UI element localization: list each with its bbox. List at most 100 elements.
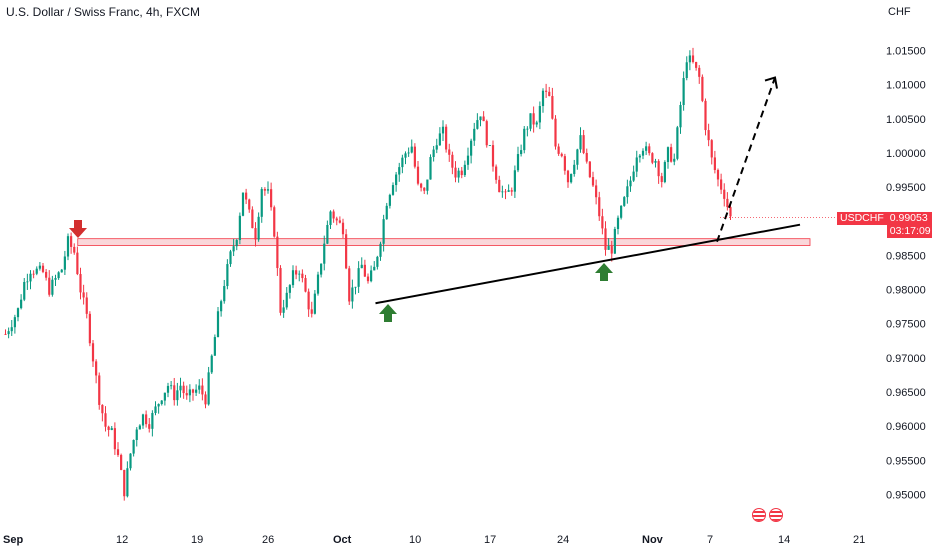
candle-body	[301, 273, 304, 279]
candle-body	[532, 113, 535, 125]
candle-body	[454, 167, 457, 178]
candle-body	[663, 162, 666, 183]
candle-body	[113, 428, 116, 450]
y-tick-label: 1.00000	[886, 148, 926, 160]
candle-body	[360, 264, 363, 269]
candle-body	[76, 252, 79, 275]
support-zone	[77, 238, 811, 246]
candle-body	[207, 372, 210, 405]
candle-body	[432, 149, 435, 158]
candle-body	[688, 55, 691, 63]
candle-body	[538, 106, 541, 123]
candle-body	[610, 246, 613, 254]
candle-body	[316, 274, 320, 294]
candle-body	[201, 385, 204, 395]
candle-body	[157, 404, 160, 407]
candle-body	[254, 228, 257, 240]
candle-body	[38, 265, 41, 269]
x-tick-label: 19	[191, 534, 203, 546]
candle-body	[438, 133, 441, 146]
candle-body	[648, 146, 651, 154]
candle-body	[198, 385, 201, 390]
candle-body	[491, 145, 495, 167]
candle-body	[170, 385, 173, 387]
candle-body	[476, 120, 479, 129]
candle-body	[488, 145, 491, 146]
candle-body	[670, 147, 673, 162]
us-flag-icon[interactable]	[752, 508, 766, 522]
candle-body	[654, 161, 657, 163]
candle-body	[676, 127, 679, 159]
candle-body	[416, 166, 420, 184]
candle-body	[354, 286, 357, 288]
candle-body	[626, 186, 629, 198]
candle-body	[520, 150, 523, 155]
candle-body	[41, 265, 45, 272]
drawings-layer	[69, 76, 837, 322]
candle-body	[95, 361, 98, 376]
y-tick-label: 0.96000	[886, 421, 926, 433]
candle-body	[466, 155, 470, 165]
candle-body	[526, 128, 529, 130]
candle-body	[426, 179, 429, 191]
candle-body	[701, 76, 704, 101]
candle-body	[13, 317, 16, 328]
candle-body	[516, 154, 520, 171]
candle-body	[182, 385, 185, 394]
candle-body	[420, 183, 423, 188]
x-tick-label: Oct	[333, 534, 352, 546]
candle-body	[729, 207, 732, 217]
candle-body	[104, 413, 107, 427]
last-price-tag: USDCHF 0.99053 03:17:09	[837, 212, 932, 238]
candle-body	[629, 180, 632, 187]
last-price-value: 0.99053	[889, 212, 928, 224]
candle-body	[282, 307, 285, 313]
candle-body	[29, 273, 32, 282]
projection-arrow	[716, 77, 776, 243]
candle-body	[470, 140, 473, 156]
candle-body	[554, 118, 557, 147]
us-flag-icon[interactable]	[769, 508, 783, 522]
x-tick-label: 7	[707, 534, 713, 546]
candle-body	[723, 189, 726, 199]
candle-body	[638, 155, 641, 158]
candle-body	[504, 191, 507, 193]
candle-body	[129, 453, 132, 469]
candle-body	[660, 176, 663, 183]
candle-body	[154, 406, 157, 414]
candle-body	[445, 126, 448, 150]
candle-body	[685, 62, 688, 78]
candle-body	[82, 292, 85, 298]
candle-body	[151, 413, 154, 429]
candle-body	[373, 266, 376, 271]
candle-body	[657, 161, 660, 177]
candle-body	[545, 90, 548, 92]
x-tick-label: 12	[116, 534, 128, 546]
candle-body	[135, 429, 138, 440]
candle-body	[310, 309, 313, 314]
x-tick-label: 14	[778, 534, 790, 546]
candle-body	[98, 375, 101, 405]
candle-body	[507, 190, 510, 192]
candle-body	[501, 191, 504, 193]
candle-body	[591, 177, 595, 186]
candle-body	[401, 157, 404, 168]
candle-body	[220, 301, 223, 312]
candle-body	[557, 146, 560, 154]
candle-body	[223, 286, 226, 302]
candle-body	[673, 158, 676, 162]
candle-body	[441, 126, 445, 134]
candle-body	[704, 100, 707, 131]
candle-body	[63, 256, 66, 270]
candle-body	[10, 327, 13, 332]
candle-body	[395, 174, 398, 186]
candle-body	[435, 145, 438, 150]
candle-body	[345, 234, 348, 269]
candle-body	[382, 219, 385, 244]
y-tick-label: 0.99500	[886, 182, 926, 194]
candle-body	[413, 146, 416, 167]
candle-body	[379, 243, 382, 257]
candle-body	[691, 55, 695, 62]
candle-body	[70, 236, 73, 247]
